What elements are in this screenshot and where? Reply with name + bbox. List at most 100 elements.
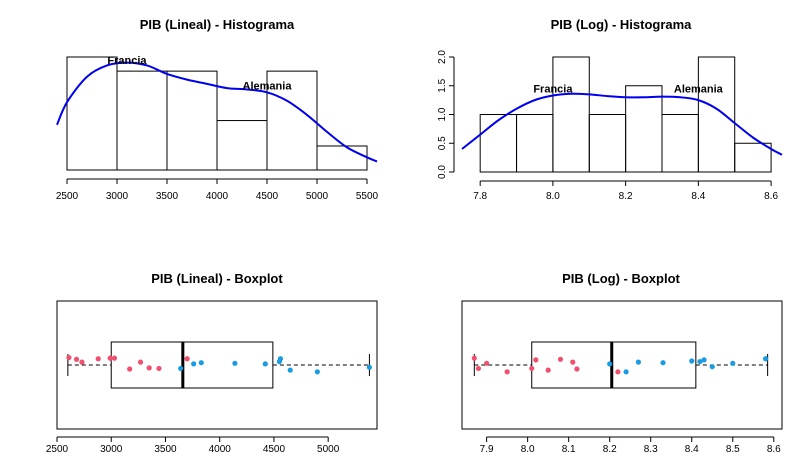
chart-title: PIB (Lineal) - Histograma — [140, 17, 295, 32]
histogram-bar — [216, 120, 268, 171]
x-tick-label: 8.1 — [562, 444, 576, 455]
histogram-bar — [266, 70, 318, 171]
x-tick-label: 8.6 — [767, 444, 781, 455]
histogram-bar — [116, 70, 168, 171]
data-point-red — [471, 355, 477, 361]
y-tick-label: 1.0 — [437, 107, 448, 121]
chart-title: PIB (Log) - Boxplot — [562, 271, 680, 286]
data-point-blue — [314, 369, 320, 375]
data-point-blue — [730, 360, 736, 366]
box-lineal-panel: PIB (Lineal) - Boxplot 2500 3000 3500 4000 45… — [46, 271, 378, 455]
histogram-bar — [697, 56, 736, 173]
data-point-blue — [232, 360, 238, 366]
data-point-blue — [191, 361, 197, 367]
data-point-red — [557, 356, 564, 362]
data-point-red — [529, 365, 535, 372]
x-tick-label: 3000 — [106, 191, 129, 202]
x-tick-label: 8.0 — [546, 191, 560, 202]
histogram-bar — [625, 85, 663, 173]
x-tick-label: 8.3 — [644, 444, 658, 455]
histogram-bar — [734, 142, 772, 173]
data-point-red — [73, 356, 80, 362]
x-tick-label: 8.2 — [603, 444, 617, 455]
x-tick-label: 8.5 — [726, 444, 740, 455]
hist-log-panel: PIB (Log) - Histograma Francia Alemania 7.8… — [437, 17, 783, 202]
x-tick-label: 5500 — [356, 191, 379, 202]
data-point-red — [570, 359, 576, 365]
data-point-blue — [262, 361, 268, 367]
y-tick-label: 2.0 — [437, 50, 448, 64]
x-tick-label: 3500 — [156, 191, 179, 202]
data-point-blue — [287, 367, 293, 373]
x-tick-label: 7.9 — [480, 444, 494, 455]
plot-frame — [461, 300, 783, 430]
histogram-bar — [316, 145, 368, 171]
data-point-blue — [623, 369, 629, 375]
data-point-blue — [701, 357, 707, 363]
data-point-red — [504, 369, 510, 375]
x-tick-label: 8.6 — [764, 191, 778, 202]
data-point-blue — [660, 360, 666, 366]
x-tick-label: 4000 — [209, 444, 232, 455]
annotation-label: Francia — [533, 84, 573, 96]
x-tick-label: 8.4 — [691, 191, 705, 202]
data-point-blue — [607, 361, 613, 367]
box-log-panel: PIB (Log) - Boxplot 7.9 8.0 8.1 8.2 8.3 8.4 8.5… — [461, 271, 783, 455]
data-point-red — [107, 355, 113, 361]
x-tick-label: 4500 — [256, 191, 279, 202]
histogram-bar — [588, 114, 627, 173]
x-tick-label: 8.4 — [685, 444, 699, 455]
annotation-label: Alemania — [674, 84, 724, 96]
histogram-bar — [552, 56, 590, 173]
annotation-label: Alemania — [243, 80, 293, 92]
data-point-blue — [178, 365, 184, 372]
histogram-bar — [166, 70, 218, 171]
density-curve — [56, 61, 378, 163]
x-tick-label: 3000 — [100, 444, 123, 455]
data-point-blue — [635, 359, 642, 365]
iqr-box — [110, 341, 274, 389]
data-point-red — [184, 356, 190, 362]
data-point-red — [146, 365, 152, 371]
x-tick-label: 3500 — [154, 444, 177, 455]
x-tick-label: 4000 — [206, 191, 229, 202]
density-curve — [461, 92, 783, 156]
data-point-blue — [277, 356, 284, 362]
data-point-blue — [198, 360, 204, 366]
data-point-red — [156, 365, 162, 372]
histogram-bar — [479, 114, 518, 173]
x-tick-label: 2500 — [46, 444, 69, 455]
data-point-red — [127, 366, 133, 372]
data-point-blue — [709, 364, 715, 370]
data-point-blue — [689, 358, 695, 364]
x-tick-label: 4500 — [263, 444, 286, 455]
data-point-red — [574, 366, 580, 372]
histogram-bar — [516, 114, 554, 173]
plot-frame — [56, 300, 378, 430]
x-tick-label: 5000 — [317, 444, 340, 455]
data-point-red — [95, 356, 101, 362]
x-tick-label: 8.2 — [619, 191, 633, 202]
annotation-label: Francia — [107, 55, 147, 67]
y-tick-label: 0.5 — [437, 136, 448, 150]
x-tick-label: 7.8 — [473, 191, 487, 202]
y-tick-label: 1.5 — [437, 78, 448, 92]
x-tick-label: 8.0 — [521, 444, 535, 455]
data-point-red — [545, 367, 551, 373]
data-point-red — [475, 365, 482, 372]
data-point-red — [111, 355, 118, 361]
chart-title: PIB (Lineal) - Boxplot — [151, 271, 283, 286]
data-point-red — [66, 354, 72, 361]
data-point-blue — [697, 358, 703, 365]
data-point-red — [79, 359, 85, 365]
data-point-red — [484, 360, 490, 366]
data-point-blue — [762, 356, 769, 362]
data-point-blue — [366, 364, 373, 370]
x-tick-label: 2500 — [56, 191, 79, 202]
data-point-red — [615, 369, 621, 375]
y-tick-label: 0.0 — [437, 165, 448, 179]
data-point-red — [533, 357, 539, 363]
chart-title: PIB (Log) - Histograma — [551, 17, 693, 32]
x-tick-label: 5000 — [306, 191, 329, 202]
